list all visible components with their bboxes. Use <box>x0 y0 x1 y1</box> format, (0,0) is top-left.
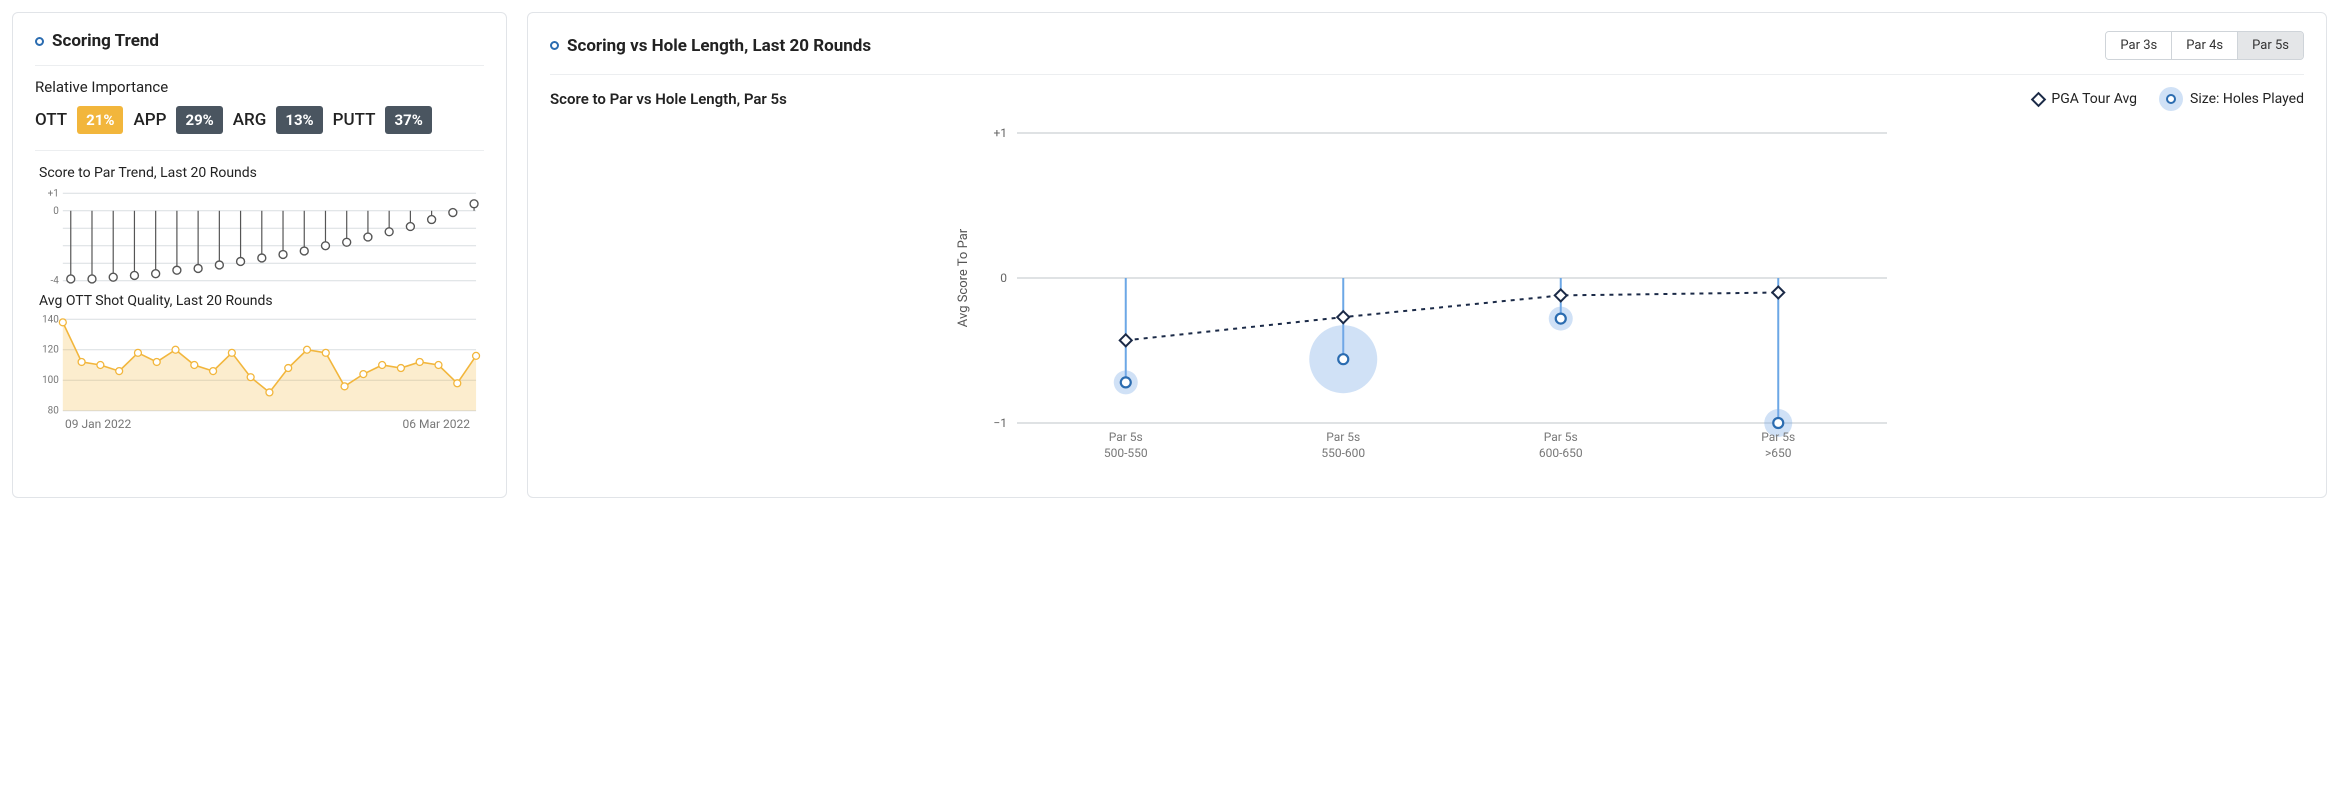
svg-text:140: 140 <box>42 315 59 325</box>
importance-badge: 37% <box>385 106 431 134</box>
svg-text:Par 5s: Par 5s <box>1761 430 1795 444</box>
legend-holes-played: Size: Holes Played <box>2159 87 2304 111</box>
scoring-trend-card: Scoring Trend Relative Importance OTT 21%… <box>12 12 507 498</box>
svg-text:0: 0 <box>1000 271 1007 285</box>
ott-quality-chart: 140 120 100 80 <box>35 315 484 415</box>
score-trend-title: Score to Par Trend, Last 20 Rounds <box>39 165 484 181</box>
score-trend-chart: +1 0 -4 <box>35 187 484 287</box>
svg-text:0: 0 <box>53 206 59 217</box>
svg-text:-4: -4 <box>51 276 60 287</box>
svg-text:500-550: 500-550 <box>1104 446 1148 460</box>
card-header: Scoring Trend <box>35 31 484 66</box>
x-end-date: 06 Mar 2022 <box>403 417 471 431</box>
svg-text:80: 80 <box>48 406 60 415</box>
importance-badge: 29% <box>176 106 222 134</box>
importance-stat-label: OTT <box>35 110 67 130</box>
svg-text:550-600: 550-600 <box>1321 446 1365 460</box>
importance-badge: 13% <box>276 106 322 134</box>
relative-importance-label: Relative Importance <box>35 78 484 96</box>
legend-label: PGA Tour Avg <box>2051 91 2137 107</box>
diamond-icon <box>2031 91 2047 107</box>
par-tabs: Par 3sPar 4sPar 5s <box>2105 31 2304 60</box>
svg-text:Avg Score To Par: Avg Score To Par <box>956 228 971 327</box>
card-header: Scoring vs Hole Length, Last 20 Rounds P… <box>550 31 2304 75</box>
svg-text:>650: >650 <box>1765 446 1792 460</box>
card-title: Scoring vs Hole Length, Last 20 Rounds <box>567 36 871 56</box>
svg-text:100: 100 <box>42 375 59 386</box>
bullet-icon <box>35 37 44 46</box>
scoring-vs-length-chart: +1 0 −1 Avg Score To Par Par 5s 500-550 Par 5s… <box>550 115 2304 475</box>
mini-x-axis: 09 Jan 2022 06 Mar 2022 <box>35 415 484 431</box>
x-start-date: 09 Jan 2022 <box>65 417 131 431</box>
svg-text:Par 5s: Par 5s <box>1109 430 1143 444</box>
importance-stat-label: APP <box>133 110 166 130</box>
legend-pga-avg: PGA Tour Avg <box>2033 91 2137 107</box>
tab-par4s[interactable]: Par 4s <box>2171 32 2237 59</box>
importance-badge: 21% <box>77 106 123 134</box>
bubble-core-icon <box>2166 94 2176 104</box>
relative-importance-row: OTT 21% APP 29% ARG 13% PUTT 37% <box>35 106 484 151</box>
importance-stat-label: ARG <box>233 110 267 130</box>
svg-text:Par 5s: Par 5s <box>1326 430 1360 444</box>
svg-text:120: 120 <box>42 345 59 356</box>
subheader-row: Score to Par vs Hole Length, Par 5s PGA … <box>550 87 2304 111</box>
svg-text:+1: +1 <box>48 188 59 199</box>
bubble-icon <box>2159 87 2183 111</box>
svg-text:600-650: 600-650 <box>1539 446 1583 460</box>
tab-par3s[interactable]: Par 3s <box>2106 32 2171 59</box>
importance-stat-label: PUTT <box>333 110 376 130</box>
card-title: Scoring Trend <box>52 31 159 51</box>
chart-subtitle: Score to Par vs Hole Length, Par 5s <box>550 90 787 108</box>
svg-text:Par 5s: Par 5s <box>1544 430 1578 444</box>
svg-text:+1: +1 <box>993 126 1007 140</box>
tab-par5s[interactable]: Par 5s <box>2237 32 2303 59</box>
chart-legend: PGA Tour Avg Size: Holes Played <box>2033 87 2304 111</box>
bullet-icon <box>550 41 559 50</box>
scoring-vs-length-card: Scoring vs Hole Length, Last 20 Rounds P… <box>527 12 2327 498</box>
svg-text:−1: −1 <box>993 416 1007 430</box>
legend-label: Size: Holes Played <box>2190 91 2304 107</box>
ott-quality-title: Avg OTT Shot Quality, Last 20 Rounds <box>39 293 484 309</box>
